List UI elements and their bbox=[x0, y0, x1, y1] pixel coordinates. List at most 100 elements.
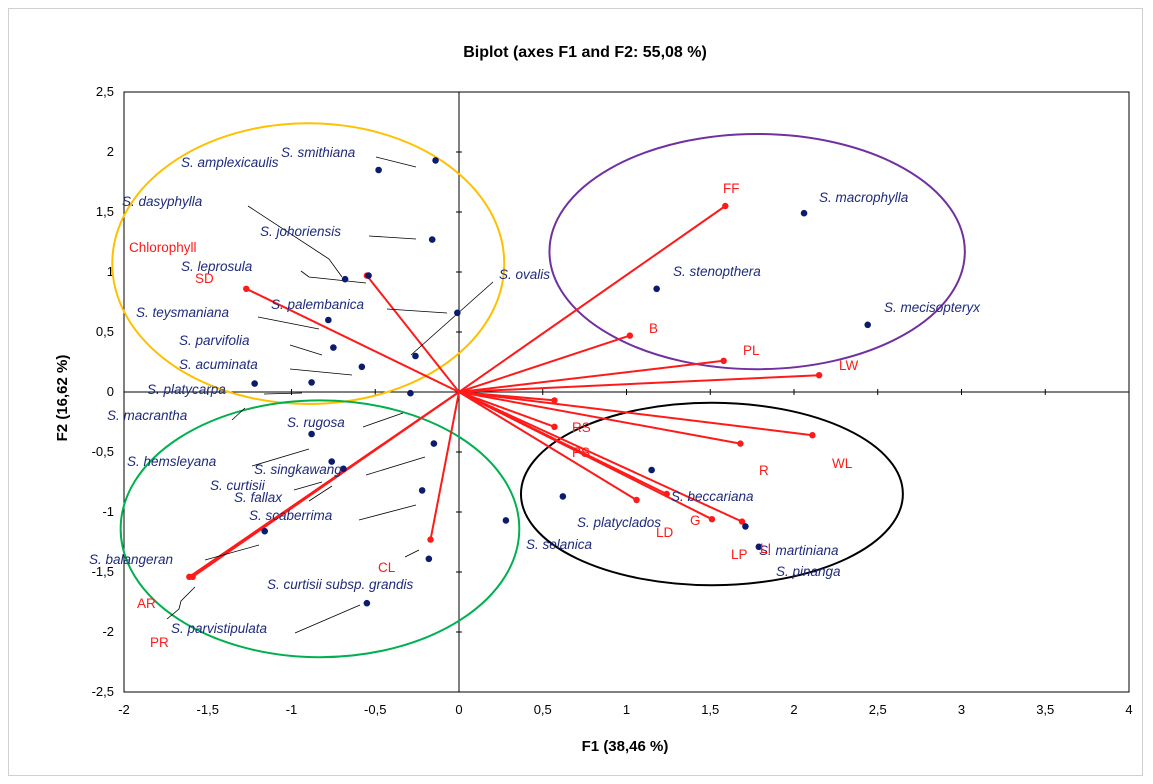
observation-label-s-teysmaniana: S. teysmaniana bbox=[136, 305, 230, 320]
vector-end-b bbox=[626, 332, 634, 339]
leader-line-s-rugosa bbox=[362, 412, 404, 428]
variable-label-lw: LW bbox=[839, 358, 859, 373]
vector-chlorophyll bbox=[366, 274, 460, 393]
point-s-curtisii-subsp-grandis bbox=[425, 555, 433, 563]
vector-ps bbox=[458, 391, 555, 428]
observation-label-s-pinanga: S. pinanga bbox=[776, 564, 841, 579]
y-tick-label: -2 bbox=[102, 624, 114, 639]
x-tick-label: 3,5 bbox=[1036, 702, 1054, 717]
leader-line-s-curtisii bbox=[293, 481, 323, 491]
observation-label-s-hemsleyana: S. hemsleyana bbox=[127, 454, 217, 469]
x-tick-label: -1 bbox=[286, 702, 298, 717]
chart-svg: Biplot (axes F1 and F2: 55,08 %) F1 (38,… bbox=[54, 44, 1133, 755]
variable-label-rs: RS bbox=[572, 420, 591, 435]
leader-line-s-johoriensis bbox=[368, 235, 417, 240]
observation-label-s-fallax: S. fallax bbox=[234, 490, 283, 505]
variable-label-r: R bbox=[759, 463, 769, 478]
y-tick-label: 1 bbox=[107, 264, 114, 279]
point-s-parvistipulata bbox=[363, 599, 371, 607]
point-s-mecisopteryx bbox=[864, 321, 871, 329]
variable-label-li: LI bbox=[760, 541, 771, 556]
chart-title: Biplot (axes F1 and F2: 55,08 %) bbox=[463, 44, 707, 61]
observation-label-s-selanica: S. selanica bbox=[526, 537, 593, 552]
vector-lw bbox=[458, 374, 820, 393]
observation-label-s-rugosa: S. rugosa bbox=[287, 415, 345, 430]
vector-ff bbox=[458, 205, 726, 393]
x-tick-label: 3 bbox=[958, 702, 965, 717]
y-tick-label: 0,5 bbox=[96, 324, 114, 339]
leader-line-s-palembanica bbox=[386, 308, 448, 314]
y-tick-label: 0 bbox=[107, 384, 114, 399]
observation-label-s-dasyphylla: S. dasyphylla bbox=[122, 194, 203, 209]
point-s-platycarpa bbox=[308, 379, 315, 386]
leader-line-s-macrantha bbox=[231, 407, 246, 421]
x-tick-label: 1 bbox=[623, 702, 630, 717]
vector-end-sd bbox=[243, 285, 250, 292]
leader-lines-layer bbox=[166, 156, 494, 634]
variable-label-chlorophyll: Chlorophyll bbox=[129, 240, 197, 255]
variable-vectors-layer bbox=[186, 202, 823, 580]
point-s-platyclados bbox=[559, 493, 567, 500]
point-s-balangeran bbox=[261, 527, 268, 535]
x-tick-label: 2,5 bbox=[869, 702, 887, 717]
x-tick-label: 1,5 bbox=[701, 702, 719, 717]
observation-label-s-parvistipulata: S. parvistipulata bbox=[171, 621, 268, 636]
vector-pl bbox=[458, 359, 724, 393]
leader-line-s-parvifolia bbox=[289, 344, 323, 356]
point-s-dasyphylla bbox=[341, 275, 349, 283]
observation-label-s-curtisii-subsp-grandis: S. curtisii subsp. grandis bbox=[267, 577, 414, 592]
point-s-teysmaniana bbox=[325, 316, 332, 324]
vector-b bbox=[458, 334, 631, 393]
green-group-ellipse bbox=[119, 399, 521, 659]
variable-label-ar: AR bbox=[137, 596, 156, 611]
point-s-johoriensis bbox=[428, 236, 436, 243]
vector-end-ff bbox=[722, 202, 729, 210]
leader-line-s-leprosula bbox=[300, 270, 367, 284]
point-s-fallax bbox=[340, 465, 347, 473]
leader-line-s-teysmaniana bbox=[257, 316, 320, 330]
leader-line-s-ovalis bbox=[410, 281, 494, 356]
leader-line-s-dasyphylla bbox=[247, 205, 343, 278]
y-tick-label: -1,5 bbox=[92, 564, 114, 579]
point-s-stenopthera bbox=[653, 285, 660, 293]
vector-r bbox=[458, 391, 741, 445]
point-s-scaberrima bbox=[418, 487, 426, 494]
observation-label-s-platyclados: S. platyclados bbox=[577, 515, 661, 530]
vector-end-lp bbox=[708, 516, 716, 523]
observation-label-s-leprosula: S. leprosula bbox=[181, 259, 253, 274]
observation-label-s-beccariana: S. beccariana bbox=[671, 489, 754, 504]
x-tick-label: 4 bbox=[1125, 702, 1132, 717]
observation-label-s-curtisii: S. curtisii bbox=[210, 478, 266, 493]
y-tick-label: -0,5 bbox=[92, 444, 114, 459]
leader-line-s-acuminata bbox=[289, 368, 353, 376]
observation-label-s-balangeran: S. balangeran bbox=[89, 552, 173, 567]
point-s-leprosula bbox=[365, 272, 372, 279]
point-s-hemsleyana bbox=[308, 430, 315, 438]
variable-label-cl: CL bbox=[378, 560, 396, 575]
observation-label-s-johoriensis: S. johoriensis bbox=[260, 224, 341, 239]
observation-label-s-scaberrima: S. scaberrima bbox=[249, 508, 333, 523]
variable-label-pr: PR bbox=[150, 635, 169, 650]
x-tick-label: -2 bbox=[118, 702, 130, 717]
variable-label-wl: WL bbox=[832, 456, 853, 471]
leader-line-s-balangeran bbox=[204, 544, 260, 561]
observation-label-s-macrantha: S. macrantha bbox=[107, 408, 188, 423]
observation-label-s-smithiana: S. smithiana bbox=[281, 145, 356, 160]
axes-layer: -2 -1,5 -1 -0,5 0 0,5 1 1,5 2 2,5 3 3,5 4 2,5 2 1,5 1 0,5… bbox=[92, 84, 1133, 717]
y-tick-label: 2 bbox=[107, 144, 114, 159]
vector-end-r bbox=[737, 440, 744, 447]
y-tick-label: 1,5 bbox=[96, 204, 114, 219]
leader-line-s-parvistipulata bbox=[294, 604, 361, 634]
x-tick-label: -0,5 bbox=[364, 702, 386, 717]
observation-label-s-mecisopteryx: S. mecisopteryx bbox=[884, 300, 981, 315]
vector-pr bbox=[192, 391, 460, 578]
observation-label-s-palembanica: S. palembanica bbox=[271, 297, 365, 312]
observation-label-s-singkawang: S. singkawang bbox=[254, 462, 342, 477]
x-tick-label: 0,5 bbox=[534, 702, 552, 717]
vector-ld bbox=[458, 391, 638, 501]
variable-label-ps: PS bbox=[572, 445, 590, 460]
leader-line-s-platycarpa bbox=[263, 392, 303, 395]
observation-points-layer bbox=[251, 157, 871, 607]
purple-group-ellipse bbox=[548, 133, 966, 371]
vector-end-rs bbox=[551, 397, 558, 404]
